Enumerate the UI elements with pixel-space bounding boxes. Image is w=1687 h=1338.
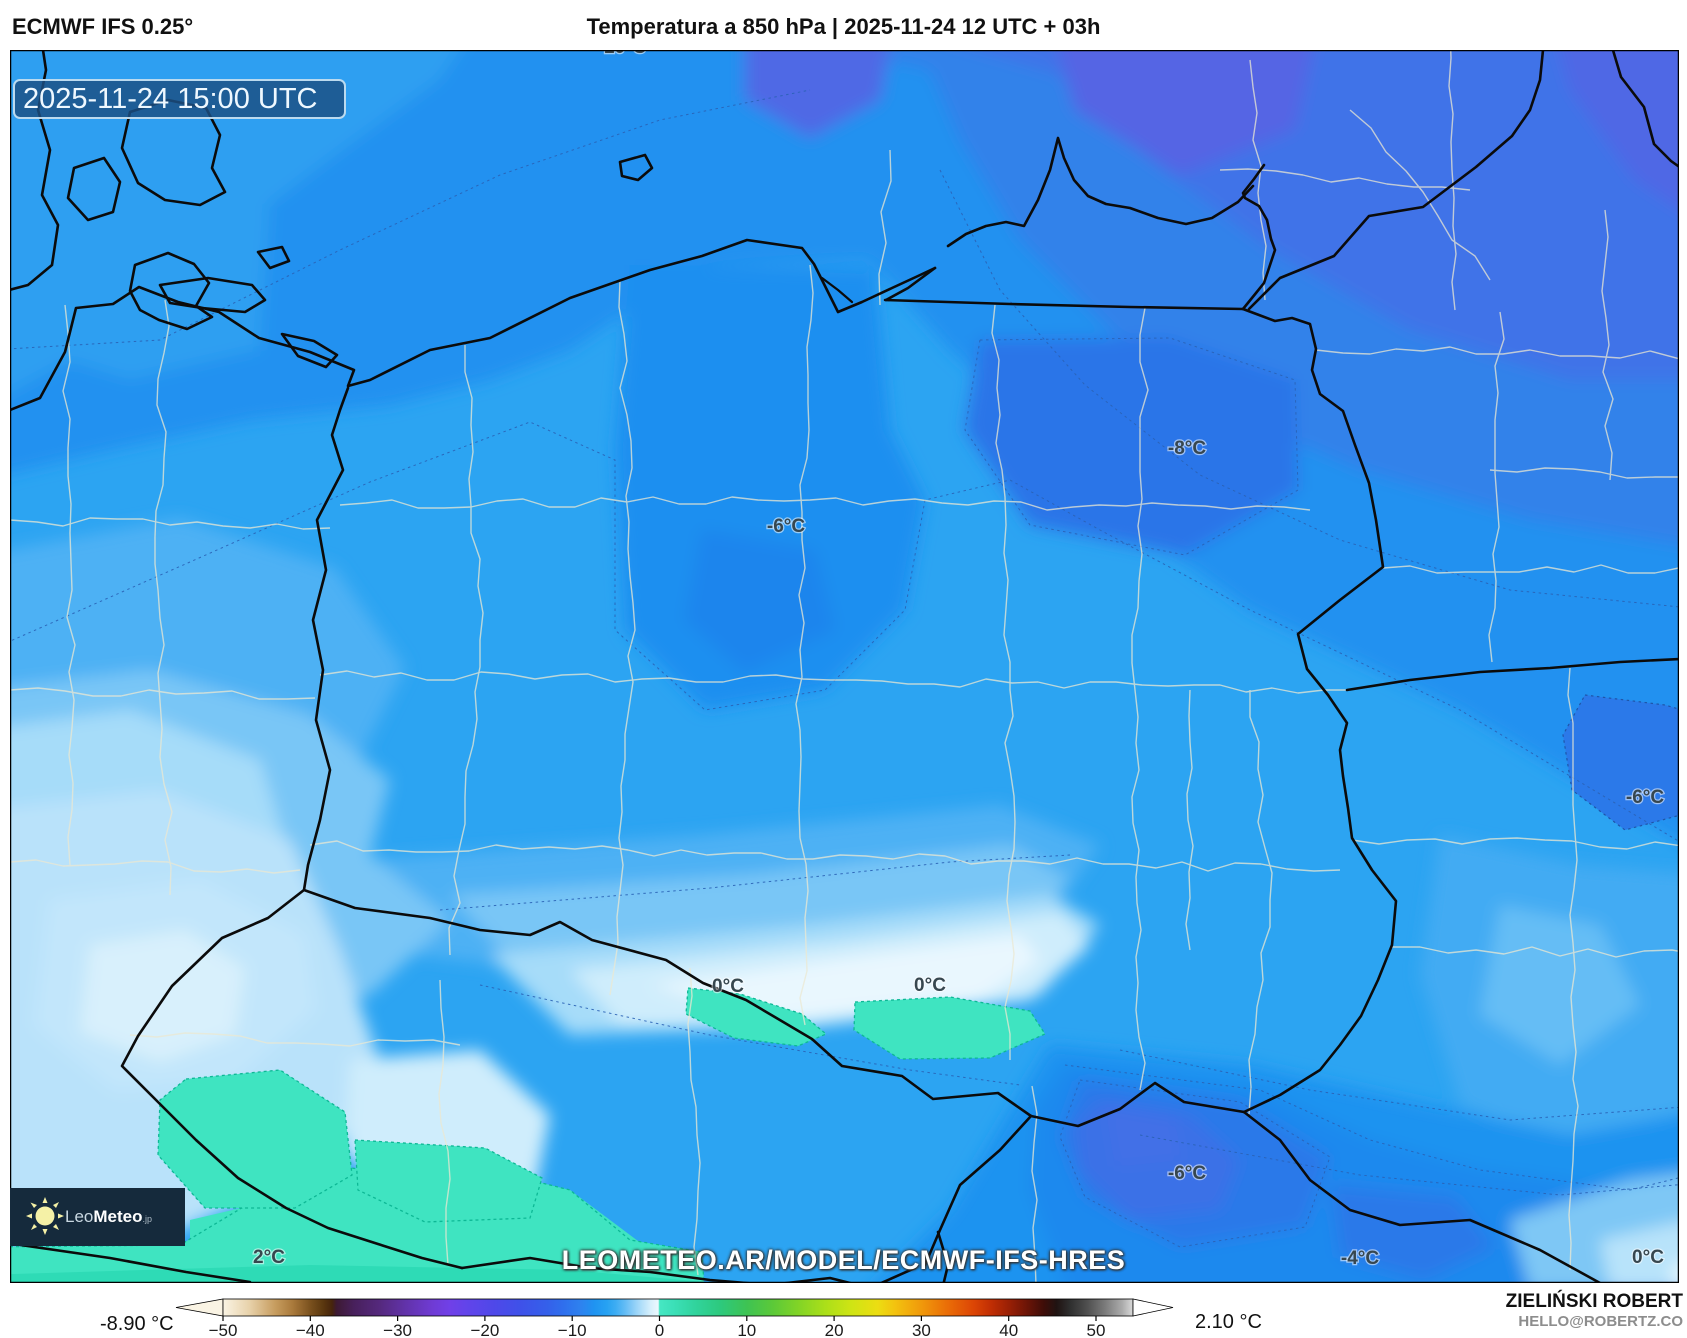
svg-text:2°C: 2°C xyxy=(253,1247,285,1268)
svg-text:50: 50 xyxy=(1087,1321,1106,1338)
svg-text:LeoMeteo.jp: LeoMeteo.jp xyxy=(65,1207,152,1226)
svg-text:-6°C: -6°C xyxy=(767,516,805,537)
svg-text:−30: −30 xyxy=(383,1321,412,1338)
svg-text:0: 0 xyxy=(655,1321,664,1338)
svg-text:30: 30 xyxy=(912,1321,931,1338)
svg-text:40: 40 xyxy=(999,1321,1018,1338)
svg-text:-8°C: -8°C xyxy=(1168,438,1206,459)
svg-text:0°C: 0°C xyxy=(1632,1247,1664,1268)
svg-text:10: 10 xyxy=(737,1321,756,1338)
svg-text:−20: −20 xyxy=(470,1321,499,1338)
svg-text:0°C: 0°C xyxy=(712,976,744,997)
svg-text:20: 20 xyxy=(825,1321,844,1338)
svg-text:-6°C: -6°C xyxy=(1626,787,1664,808)
svg-text:-6°C: -6°C xyxy=(1168,1163,1206,1184)
svg-text:-10°C: -10°C xyxy=(598,50,647,58)
svg-text:−50: −50 xyxy=(209,1321,238,1338)
svg-text:-4°C: -4°C xyxy=(1341,1248,1379,1269)
svg-text:−10: −10 xyxy=(558,1321,587,1338)
svg-text:−40: −40 xyxy=(296,1321,325,1338)
svg-text:0°C: 0°C xyxy=(914,975,946,996)
